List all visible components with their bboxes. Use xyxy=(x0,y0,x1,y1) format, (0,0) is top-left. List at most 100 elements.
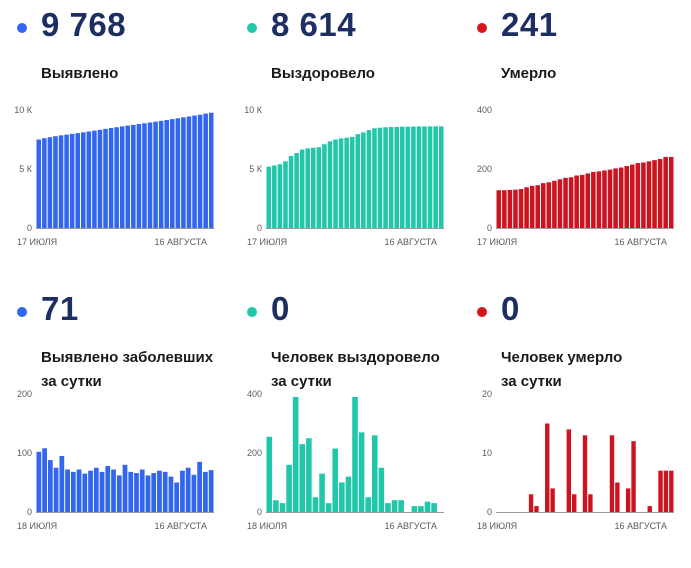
bar xyxy=(322,144,327,228)
x-tick-label: 16 АВГУСТА xyxy=(614,237,667,247)
y-tick-label: 200 xyxy=(247,448,262,458)
bar xyxy=(128,471,134,512)
bar xyxy=(153,121,158,228)
bar xyxy=(618,167,624,228)
bar xyxy=(36,451,42,512)
recovered-dot-icon xyxy=(247,23,257,33)
bar xyxy=(273,500,279,512)
bar xyxy=(266,436,273,512)
bar xyxy=(157,470,162,512)
bar xyxy=(53,467,59,512)
bar xyxy=(546,182,552,228)
bar xyxy=(602,170,607,228)
bar xyxy=(568,177,574,228)
bar xyxy=(53,136,58,228)
bar xyxy=(361,132,366,228)
bar xyxy=(105,465,111,512)
bar xyxy=(646,161,652,228)
bar xyxy=(630,164,635,228)
bar xyxy=(151,473,157,512)
y-tick-label: 200 xyxy=(477,164,492,174)
bar xyxy=(86,131,92,228)
bar xyxy=(47,460,53,512)
bar xyxy=(552,180,557,228)
recovered-daily-label: Человек выздоровело за сутки xyxy=(271,346,440,394)
bar xyxy=(162,471,168,512)
bar xyxy=(391,500,398,512)
bar xyxy=(400,126,405,228)
y-tick-label: 0 xyxy=(487,507,492,517)
bar xyxy=(142,123,147,228)
bar xyxy=(180,470,185,512)
bar xyxy=(175,118,181,228)
bar xyxy=(411,126,416,228)
bar xyxy=(164,120,169,228)
bar xyxy=(134,473,139,512)
bar xyxy=(607,169,613,228)
y-tick-label: 10 xyxy=(482,448,492,458)
detected-daily-dot-icon xyxy=(17,307,27,317)
bar xyxy=(192,115,197,228)
bar xyxy=(312,497,319,512)
bar xyxy=(358,432,365,512)
bar xyxy=(398,500,404,512)
x-tick-label: 18 ИЮЛЯ xyxy=(477,521,517,531)
bar xyxy=(496,190,502,228)
bar xyxy=(208,470,214,512)
x-tick-label: 16 АВГУСТА xyxy=(384,237,437,247)
y-tick-label: 100 xyxy=(17,448,32,458)
bar xyxy=(596,171,602,228)
bar xyxy=(431,503,437,512)
x-tick-label: 16 АВГУСТА xyxy=(614,521,667,531)
bar xyxy=(266,166,272,228)
label-line: за сутки xyxy=(41,373,102,390)
bar xyxy=(42,138,47,228)
bar xyxy=(272,165,277,228)
bar xyxy=(93,467,99,512)
bar xyxy=(279,503,286,512)
bar xyxy=(186,116,192,228)
bar xyxy=(579,174,585,228)
bar xyxy=(59,455,65,512)
bar xyxy=(65,469,70,512)
bar xyxy=(47,137,53,228)
bar xyxy=(550,488,555,512)
y-tick-label: 20 xyxy=(482,389,492,399)
bar xyxy=(624,166,629,228)
bar xyxy=(635,163,641,228)
bar xyxy=(139,469,145,512)
bar xyxy=(534,506,539,512)
bar xyxy=(185,467,191,512)
bar xyxy=(625,488,631,512)
bar xyxy=(663,470,669,512)
bar xyxy=(125,125,131,228)
bar xyxy=(613,168,618,228)
bar xyxy=(136,124,142,228)
bar xyxy=(518,189,524,228)
detected-dot-icon xyxy=(17,23,27,33)
bar xyxy=(541,183,546,228)
stat-panel-died: 241 Умерло 0 200 400 17 ИЮЛЯ 16 АВГУСТА xyxy=(460,0,690,284)
bar xyxy=(122,464,128,512)
bar xyxy=(131,124,136,228)
bar xyxy=(286,464,292,512)
bar xyxy=(668,156,674,228)
bar xyxy=(92,130,97,228)
detected-total-value: 9 768 xyxy=(41,6,127,43)
bar xyxy=(208,112,214,228)
recovered-daily-chart: 0 200 400 18 ИЮЛЯ 16 АВГУСТА xyxy=(247,389,444,531)
bar xyxy=(203,113,208,228)
bar xyxy=(119,126,125,228)
detected-total-label: Выявлено xyxy=(41,62,118,86)
bar xyxy=(75,133,80,228)
bar xyxy=(588,494,593,512)
y-tick-label: 0 xyxy=(257,223,262,233)
bar xyxy=(97,129,103,228)
bar xyxy=(70,471,76,512)
recovered-daily-dot-icon xyxy=(247,307,257,317)
detected-daily-label: Выявлено заболевших за сутки xyxy=(41,346,213,394)
bar xyxy=(82,473,88,512)
bar xyxy=(545,423,550,512)
bar xyxy=(557,179,563,228)
bar xyxy=(58,135,64,228)
